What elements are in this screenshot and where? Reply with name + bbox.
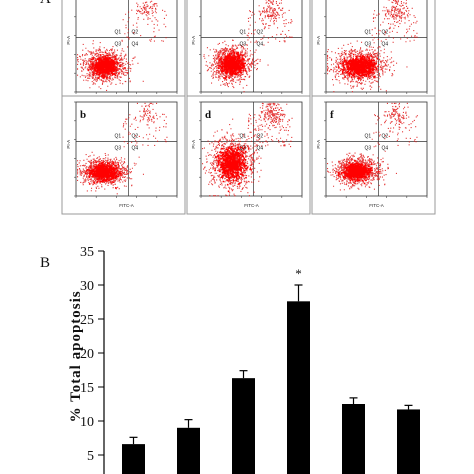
- quadrant-label: Q1: [115, 29, 122, 35]
- dot-cloud: [77, 102, 168, 195]
- quadrant-label: Q3: [115, 41, 122, 47]
- plot-area-frame: [200, 101, 303, 197]
- dot-cloud: [327, 0, 418, 93]
- dot-cloud: [77, 0, 167, 91]
- apoptosis-bar-chart: 5 10 15 20 25 30 35 % Total apoptosis *: [68, 245, 420, 474]
- panel-sub-letter: f: [330, 109, 334, 121]
- x-axis-name: FITC-A: [119, 203, 134, 208]
- bar: [177, 427, 200, 474]
- flow-panel: Q1 Q2 Q3 Q4 PI-A FITC-A f: [311, 95, 436, 215]
- x-axis-name: FITC-A: [244, 203, 259, 208]
- flow-panel-frame: [186, 95, 311, 215]
- x-axis-name: FITC-A: [369, 203, 384, 208]
- dots-core: [214, 145, 252, 193]
- quadrant-label: Q2: [132, 133, 139, 139]
- y-axis-name: PI-A: [316, 140, 321, 149]
- bar: [287, 301, 310, 474]
- dots-core: [217, 48, 247, 80]
- plot-area-frame: [75, 101, 178, 197]
- y-tick-label: 5: [87, 449, 94, 464]
- quadrant-label: Q2: [257, 133, 264, 139]
- dot-cloud: [327, 102, 418, 191]
- quadrant-label: Q3: [240, 145, 247, 151]
- quadrant-label: Q4: [382, 41, 389, 47]
- y-axis-name: PI-A: [66, 140, 71, 149]
- y-tick-label: 20: [80, 347, 94, 362]
- quadrant-label: Q3: [240, 41, 247, 47]
- quadrant-label: Q4: [132, 145, 139, 151]
- quadrant-label: Q3: [115, 145, 122, 151]
- flow-panel: Q1 Q2 Q3 Q4 PI-A FITC-A d: [186, 95, 311, 215]
- y-tick-label: 25: [80, 313, 94, 328]
- quadrant-label: Q2: [132, 29, 139, 35]
- y-axis-name: PI-A: [316, 36, 321, 45]
- y-axis-name: PI-A: [66, 36, 71, 45]
- quadrant-label: Q2: [382, 133, 389, 139]
- dots-scatter: [327, 0, 418, 93]
- significance-marker: *: [295, 266, 302, 281]
- quadrant-label: Q1: [240, 29, 247, 35]
- dot-cloud: [203, 0, 293, 93]
- panel-a-label: A: [40, 0, 51, 8]
- quadrant-label: Q4: [382, 145, 389, 151]
- quadrant-label: Q1: [115, 133, 122, 139]
- quadrant-label: Q4: [257, 41, 264, 47]
- panel-sub-letter: d: [205, 109, 211, 121]
- bar: [342, 404, 365, 474]
- quadrant-label: Q3: [365, 41, 372, 47]
- dots-core: [338, 53, 379, 80]
- quadrant-label: Q1: [240, 133, 247, 139]
- flow-panel: Q1 Q2 Q3 Q4 PI-A FITC-A b: [61, 95, 186, 215]
- quadrant-label: Q2: [382, 29, 389, 35]
- flow-panel-frame: [61, 95, 186, 215]
- quadrant-label: Q3: [365, 145, 372, 151]
- panel-sub-letter: b: [80, 109, 86, 121]
- y-tick-label: 35: [80, 245, 94, 260]
- y-tick-label: 15: [80, 381, 94, 396]
- quadrant-label: Q4: [132, 41, 139, 47]
- bar: [397, 409, 420, 474]
- bar: [122, 444, 145, 474]
- flow-cytometry-grid: Q1 Q2 Q3 Q4 PI-A FITC-A Q1 Q2 Q3 Q4 PI-A FITC-A Q1 Q2…: [61, 0, 436, 215]
- panel-b-label: B: [40, 255, 51, 271]
- y-axis-name: PI-A: [191, 36, 196, 45]
- flow-panel-frame: [61, 0, 186, 111]
- quadrant-label: Q2: [257, 29, 264, 35]
- y-axis-title: % Total apoptosis: [68, 290, 84, 422]
- y-tick-label: 30: [80, 279, 94, 294]
- dots-core: [337, 160, 380, 185]
- y-tick-label: 10: [80, 415, 94, 430]
- bar: [232, 378, 255, 474]
- plot-area-frame: [200, 0, 303, 93]
- y-axis-name: PI-A: [191, 140, 196, 149]
- dots-core: [87, 51, 126, 79]
- plot-area-frame: [325, 101, 428, 197]
- quadrant-label: Q1: [365, 133, 372, 139]
- dots-core: [84, 161, 122, 189]
- plot-area-frame: [75, 0, 178, 93]
- dot-cloud: [202, 102, 293, 197]
- quadrant-label: Q4: [257, 145, 264, 151]
- plot-area-frame: [325, 0, 428, 93]
- quadrant-label: Q1: [365, 29, 372, 35]
- flow-panel-frame: [186, 0, 311, 111]
